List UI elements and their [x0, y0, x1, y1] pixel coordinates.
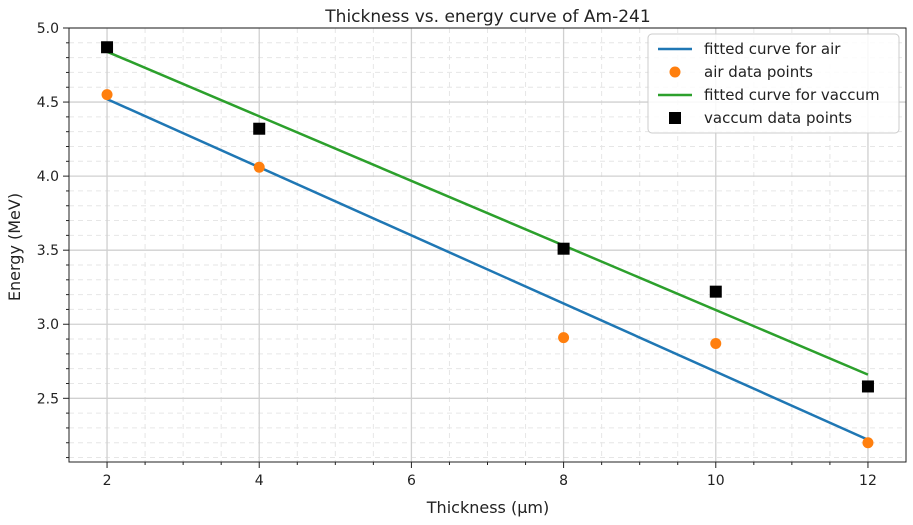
x-axis-label: Thickness (μm) — [426, 498, 549, 517]
y-tick-label: 3.0 — [37, 317, 59, 333]
y-tick-label: 4.0 — [37, 169, 59, 185]
x-tick-label: 4 — [255, 473, 264, 489]
plot-series — [101, 41, 874, 449]
x-tick-label: 6 — [407, 473, 416, 489]
vaccum-data-point — [253, 122, 266, 135]
y-tick-label: 5.0 — [37, 21, 59, 37]
air-data-point — [253, 161, 265, 173]
legend-label: fitted curve for air — [704, 40, 841, 58]
legend-label: air data points — [704, 63, 813, 81]
y-tick-label: 4.5 — [37, 95, 59, 111]
chart-title: Thickness vs. energy curve of Am-241 — [324, 7, 650, 27]
y-tick-label: 3.5 — [37, 243, 59, 259]
air-data-point — [710, 338, 722, 350]
air-data-point — [101, 89, 113, 101]
axis-ticks: 2 4 6 8 10 12 2.5 3.0 3.5 4.0 4.5 5.0 — [37, 21, 877, 489]
legend-label: vaccum data points — [704, 109, 852, 127]
legend-label: fitted curve for vaccum — [704, 86, 880, 104]
air-data-point — [862, 437, 874, 449]
vaccum-data-point — [101, 41, 114, 54]
x-tick-label: 12 — [859, 473, 877, 489]
y-tick-label: 2.5 — [37, 391, 59, 407]
legend-swatch — [669, 112, 681, 124]
air-data-point — [558, 332, 570, 344]
fitted-line — [106, 97, 869, 441]
vaccum-data-point — [557, 242, 570, 255]
legend: fitted curve for air air data points fitte… — [647, 33, 900, 134]
y-axis-label: Energy (MeV) — [5, 193, 24, 301]
x-tick-label: 10 — [707, 473, 725, 489]
x-tick-label: 2 — [103, 473, 112, 489]
vaccum-data-point — [709, 285, 722, 298]
legend-box — [647, 33, 900, 134]
fitted-line — [106, 50, 869, 376]
legend-swatch — [669, 66, 681, 78]
vaccum-data-point — [861, 380, 874, 393]
x-tick-label: 8 — [559, 473, 568, 489]
